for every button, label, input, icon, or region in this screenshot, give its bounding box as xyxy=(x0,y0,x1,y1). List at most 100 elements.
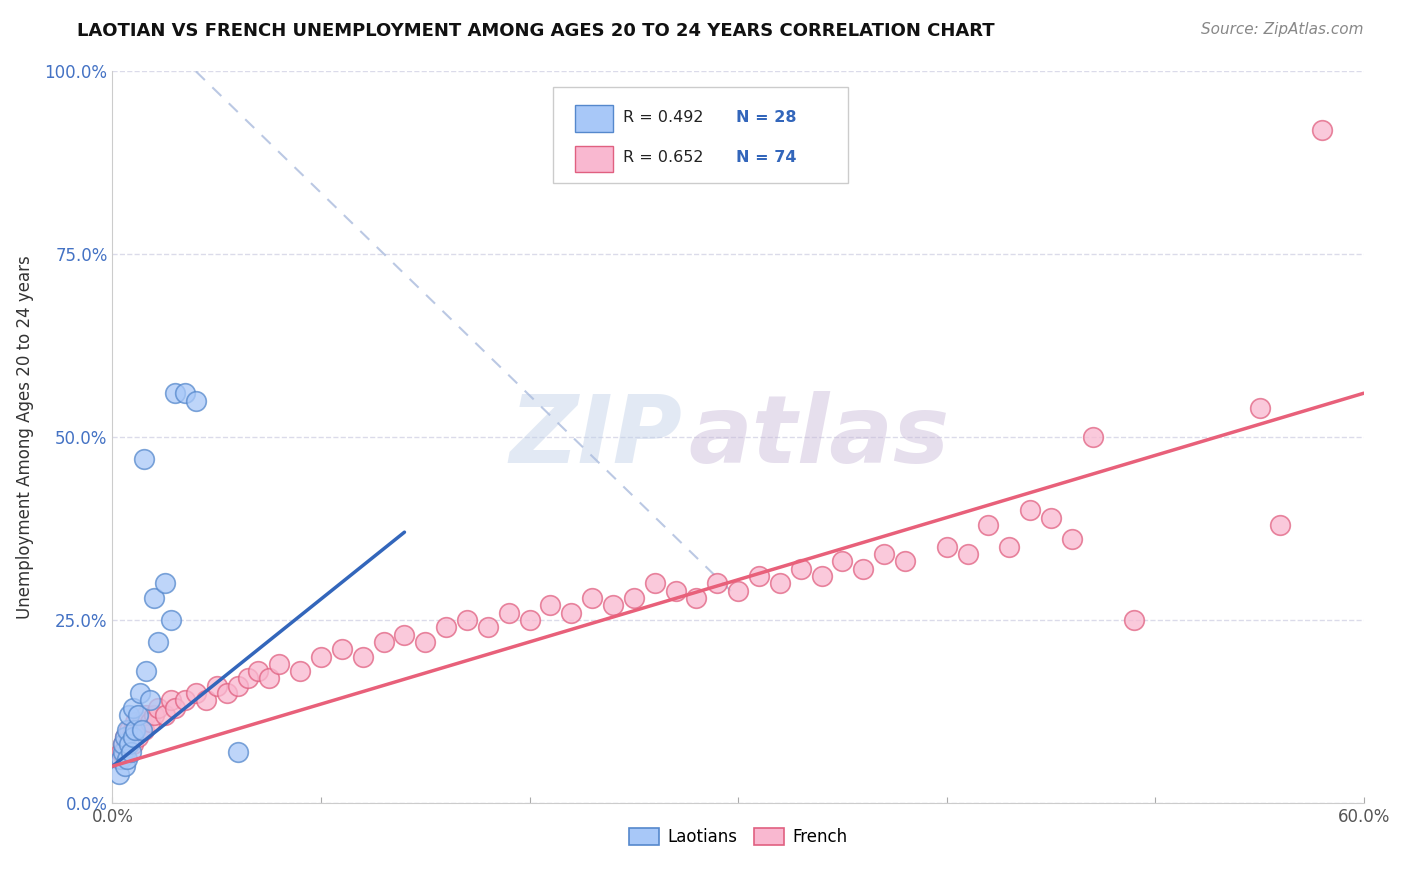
Legend: Laotians, French: Laotians, French xyxy=(623,822,853,853)
Point xyxy=(122,723,145,737)
Point xyxy=(1310,123,1333,137)
FancyBboxPatch shape xyxy=(553,87,848,183)
Point xyxy=(120,730,142,744)
Point xyxy=(852,562,875,576)
Point xyxy=(107,752,129,766)
Point xyxy=(114,730,136,744)
Point xyxy=(1270,517,1292,532)
Point xyxy=(831,554,853,568)
Point xyxy=(127,708,149,723)
Point xyxy=(153,708,176,723)
Point xyxy=(413,635,436,649)
Point xyxy=(111,737,134,751)
Point xyxy=(665,583,688,598)
Point xyxy=(477,620,499,634)
Point xyxy=(226,679,249,693)
Point xyxy=(519,613,541,627)
Point xyxy=(132,452,155,467)
Point xyxy=(148,700,170,714)
Point xyxy=(1123,613,1146,627)
Point xyxy=(160,693,183,707)
Point xyxy=(1060,533,1083,547)
Point xyxy=(148,635,170,649)
Text: atlas: atlas xyxy=(688,391,949,483)
Point xyxy=(153,576,176,591)
Point xyxy=(131,723,153,737)
Point xyxy=(560,606,582,620)
Point xyxy=(1039,510,1063,524)
Point xyxy=(247,664,270,678)
Text: ZIP: ZIP xyxy=(509,391,682,483)
Point xyxy=(257,672,280,686)
Point xyxy=(205,679,228,693)
Y-axis label: Unemployment Among Ages 20 to 24 years: Unemployment Among Ages 20 to 24 years xyxy=(15,255,34,619)
Point xyxy=(122,730,145,744)
Point xyxy=(998,540,1021,554)
Point xyxy=(706,576,728,591)
Point xyxy=(107,766,129,780)
Point xyxy=(935,540,957,554)
Point xyxy=(118,737,141,751)
Point xyxy=(217,686,239,700)
Point xyxy=(581,591,603,605)
Text: Source: ZipAtlas.com: Source: ZipAtlas.com xyxy=(1201,22,1364,37)
Point xyxy=(434,620,457,634)
Point xyxy=(128,723,150,737)
Point xyxy=(956,547,979,561)
Point xyxy=(290,664,312,678)
Point xyxy=(163,700,186,714)
Point xyxy=(623,591,645,605)
Point xyxy=(769,576,792,591)
Point xyxy=(685,591,707,605)
Point xyxy=(790,562,813,576)
Point xyxy=(139,693,162,707)
Bar xyxy=(575,105,613,132)
Text: R = 0.492: R = 0.492 xyxy=(623,110,703,125)
Point xyxy=(748,569,770,583)
Bar xyxy=(575,145,613,172)
Point xyxy=(236,672,259,686)
Point xyxy=(118,708,141,723)
Point xyxy=(174,386,197,401)
Text: N = 74: N = 74 xyxy=(735,150,796,165)
Point xyxy=(498,606,520,620)
Point xyxy=(456,613,478,627)
Point xyxy=(269,657,291,671)
Point xyxy=(128,686,150,700)
Point xyxy=(114,730,136,744)
Point xyxy=(373,635,395,649)
Point xyxy=(143,708,166,723)
Point xyxy=(135,664,157,678)
Point xyxy=(143,591,166,605)
Point xyxy=(977,517,1000,532)
Text: R = 0.652: R = 0.652 xyxy=(623,150,703,165)
Point xyxy=(330,642,353,657)
Point xyxy=(1019,503,1042,517)
Point xyxy=(226,745,249,759)
Point xyxy=(120,745,142,759)
Point xyxy=(124,715,146,730)
Point xyxy=(184,686,207,700)
Point xyxy=(873,547,896,561)
Point xyxy=(352,649,374,664)
Point xyxy=(727,583,749,598)
Point xyxy=(110,745,132,759)
Point xyxy=(124,723,146,737)
Point xyxy=(1081,430,1104,444)
Point xyxy=(111,745,134,759)
Point xyxy=(115,752,138,766)
Point xyxy=(111,737,134,751)
Point xyxy=(110,752,132,766)
Point xyxy=(122,700,145,714)
Point xyxy=(602,599,624,613)
Point xyxy=(132,723,155,737)
Point xyxy=(122,737,145,751)
Point xyxy=(309,649,332,664)
Point xyxy=(810,569,832,583)
Point xyxy=(118,723,141,737)
Point xyxy=(139,715,162,730)
Point xyxy=(127,730,149,744)
Point xyxy=(115,737,138,751)
Point xyxy=(160,613,183,627)
Point xyxy=(135,708,157,723)
